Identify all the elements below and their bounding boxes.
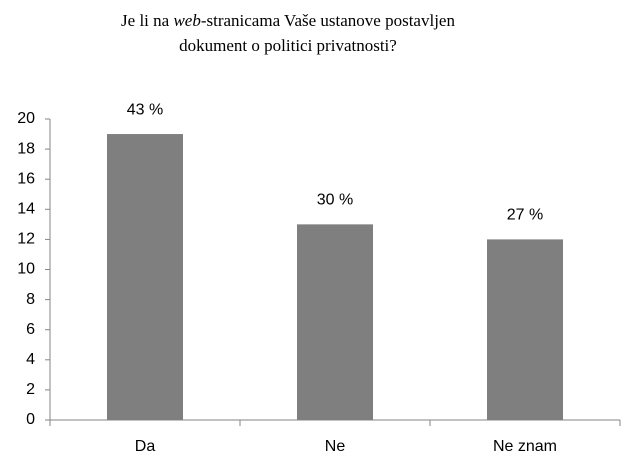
y-tick-label: 12 <box>17 231 35 248</box>
chart-title: dokument o politici privatnosti? <box>179 36 397 55</box>
data-label: 27 % <box>507 207 543 224</box>
y-tick-label: 10 <box>17 261 35 278</box>
y-tick-label: 2 <box>26 381 35 398</box>
y-tick-label: 18 <box>17 140 35 157</box>
y-tick-label: 20 <box>17 110 35 127</box>
bar <box>487 239 563 420</box>
bar <box>297 224 373 420</box>
title-part: Je li na <box>121 11 173 30</box>
y-tick-label: 16 <box>17 170 35 187</box>
y-tick-label: 8 <box>26 291 35 308</box>
x-tick-label: Da <box>135 438 156 455</box>
x-tick-label: Ne znam <box>493 438 557 455</box>
y-tick-label: 4 <box>26 351 35 368</box>
title-part: web <box>173 11 200 30</box>
y-tick-label: 6 <box>26 321 35 338</box>
y-tick-label: 0 <box>26 411 35 428</box>
chart-title: Je li na web-stranicama Vaše ustanove po… <box>121 11 455 30</box>
data-label: 43 % <box>127 101 163 118</box>
y-tick-label: 14 <box>17 201 35 218</box>
bar <box>107 134 183 421</box>
x-tick-label: Ne <box>325 438 346 455</box>
data-label: 30 % <box>317 192 353 209</box>
title-part: -stranicama Vaše ustanove postavljen <box>201 11 456 30</box>
